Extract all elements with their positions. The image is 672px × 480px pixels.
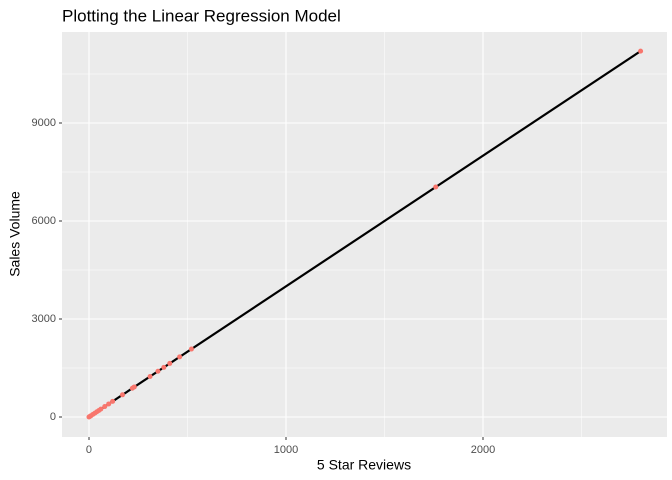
point <box>638 48 644 54</box>
point <box>155 368 161 374</box>
y-tick-label: 0 <box>50 411 56 423</box>
point <box>131 384 137 390</box>
point <box>106 401 112 407</box>
y-tick-label: 6000 <box>32 215 56 227</box>
point <box>147 374 153 380</box>
point <box>102 404 108 410</box>
x-tick-label: 2000 <box>471 444 495 456</box>
point <box>167 360 173 366</box>
point <box>177 354 183 360</box>
chart-title: Plotting the Linear Regression Model <box>62 6 341 25</box>
x-tick-label: 1000 <box>274 444 298 456</box>
y-axis-label: Sales Volume <box>7 191 23 277</box>
point <box>433 184 439 190</box>
y-tick-label: 9000 <box>32 117 56 129</box>
x-tick-label: 0 <box>86 444 92 456</box>
point <box>119 392 125 398</box>
point <box>98 406 104 412</box>
point <box>188 346 194 352</box>
point <box>110 398 116 404</box>
point <box>161 364 167 370</box>
x-axis-label: 5 Star Reviews <box>317 457 411 473</box>
y-tick-label: 3000 <box>32 313 56 325</box>
